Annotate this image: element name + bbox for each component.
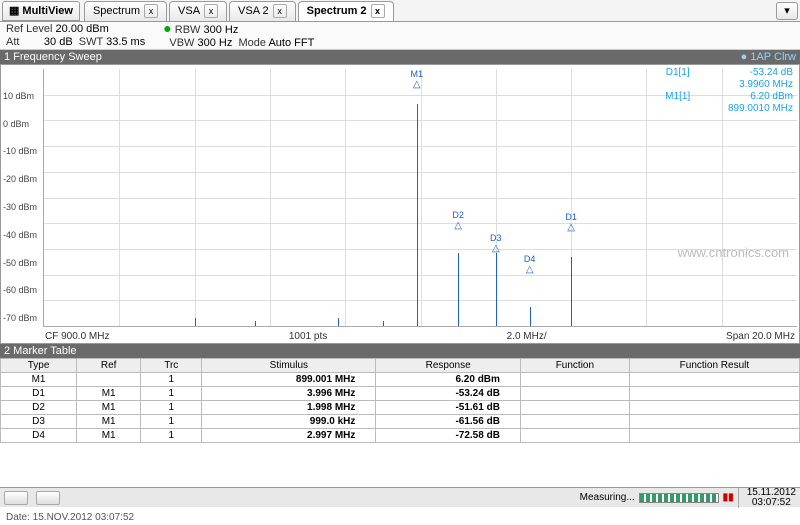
tab-label: VSA [178, 5, 200, 17]
marker-title: 2 Marker Table [4, 345, 77, 357]
readout-m1-db: 6.20 dBm [750, 91, 793, 103]
table-row[interactable]: D3M11999.0 kHz-61.56 dB [1, 415, 800, 429]
vbw-label: VBW [169, 37, 194, 49]
footer-date: Date: 15.NOV.2012 03:07:52 [6, 512, 134, 523]
col-header: Ref [77, 359, 141, 373]
close-icon[interactable]: x [204, 4, 218, 18]
multiview-label: MultiView [22, 5, 73, 17]
marker-table: TypeRefTrcStimulusResponseFunctionFuncti… [0, 358, 800, 443]
marker-header: 2 Marker Table [0, 344, 800, 358]
status-button[interactable] [36, 491, 60, 505]
spectrum-plot[interactable]: 10 dBm0 dBm-10 dBm-20 dBm-30 dBm-40 dBm-… [0, 64, 800, 344]
tab-vsa2[interactable]: VSA 2 x [229, 1, 296, 21]
swt-value: 33.5 ms [106, 36, 145, 48]
vbw-value: 300 Hz [197, 37, 232, 49]
timestamp: 15.11.2012 03:07:52 [738, 488, 796, 508]
close-icon[interactable]: x [371, 4, 385, 18]
tab-label: Spectrum 2 [307, 5, 367, 17]
tab-label: Spectrum [93, 5, 140, 17]
close-icon[interactable]: x [273, 4, 287, 18]
col-header: Response [376, 359, 521, 373]
marker-m1[interactable]: M1△ [410, 69, 423, 90]
ref-level-value: 20.00 dBm [56, 23, 109, 35]
tab-bar: ▦ MultiView Spectrum x VSA x VSA 2 x Spe… [0, 0, 800, 22]
tab-label: VSA 2 [238, 5, 269, 17]
trace-mode: ● 1AP Clrw [741, 51, 796, 63]
tab-spectrum2[interactable]: Spectrum 2 x [298, 1, 394, 21]
tab-spectrum[interactable]: Spectrum x [84, 1, 167, 21]
axis-div: 2.0 MHz/ [507, 331, 547, 342]
progress-bar [639, 493, 719, 503]
ref-level-label: Ref Level [6, 23, 52, 35]
mode-value: Auto FFT [268, 37, 314, 49]
marker-table-panel: TypeRefTrcStimulusResponseFunctionFuncti… [0, 358, 800, 443]
grid-icon: ▦ [9, 4, 19, 17]
att-value: 30 dB [44, 36, 73, 48]
axis-cf: CF 900.0 MHz [45, 331, 109, 342]
readout-d1: D1[1] [666, 67, 690, 79]
watermark: www.cntronics.com [678, 245, 789, 260]
marker-d3[interactable]: D3△ [490, 233, 502, 254]
marker-readout: D1[1] -53.24 dB 3.9960 MHz M1[1] 6.20 dB… [665, 67, 793, 115]
col-header: Trc [141, 359, 202, 373]
col-header: Function [520, 359, 629, 373]
marker-d1[interactable]: D1△ [565, 212, 577, 233]
readout-m1: M1[1] [665, 91, 690, 103]
marker-d2[interactable]: D2△ [452, 210, 464, 231]
col-header: Stimulus [202, 359, 376, 373]
status-time: 03:07:52 [747, 498, 796, 508]
sweep-header: 1 Frequency Sweep ● 1AP Clrw [0, 50, 800, 64]
readout-d1-freq: 3.9960 MHz [665, 79, 793, 91]
x-axis: CF 900.0 MHz 1001 pts 2.0 MHz/ Span 20.0… [43, 331, 797, 342]
status-dot-icon: ● [163, 20, 171, 36]
rbw-label: RBW [175, 24, 201, 36]
readout-m1-freq: 899.0010 MHz [665, 103, 793, 115]
table-row[interactable]: M11899.001 MHz6.20 dBm [1, 373, 800, 387]
axis-span: Span 20.0 MHz [726, 331, 795, 342]
status-button[interactable] [4, 491, 28, 505]
sweep-title: 1 Frequency Sweep [4, 51, 102, 63]
axis-pts: 1001 pts [289, 331, 327, 342]
info-bar: Ref Level 20.00 dBm Att 30 dB SWT 33.5 m… [0, 22, 800, 50]
readout-d1-db: -53.24 dB [750, 67, 793, 79]
tab-vsa[interactable]: VSA x [169, 1, 227, 21]
status-bar: Measuring... ▮▮ 15.11.2012 03:07:52 [0, 487, 800, 507]
col-header: Function Result [629, 359, 799, 373]
measuring-label: Measuring... [580, 492, 635, 503]
table-row[interactable]: D1M113.996 MHz-53.24 dB [1, 387, 800, 401]
close-icon[interactable]: x [144, 4, 158, 18]
mode-label: Mode [238, 37, 266, 49]
rbw-value: 300 Hz [204, 24, 239, 36]
att-label: Att [6, 36, 19, 48]
col-header: Type [1, 359, 77, 373]
flag-icon: ▮▮ [723, 492, 734, 503]
marker-d4[interactable]: D4△ [524, 254, 536, 275]
status-date: 15.11.2012 [747, 488, 796, 498]
multiview-button[interactable]: ▦ MultiView [2, 1, 80, 21]
swt-label: SWT [79, 36, 103, 48]
chevron-down-button[interactable]: ▾ [776, 2, 798, 20]
y-axis-labels: 10 dBm0 dBm-10 dBm-20 dBm-30 dBm-40 dBm-… [3, 65, 43, 343]
chevron-down-icon: ▾ [784, 4, 790, 17]
table-row[interactable]: D2M111.998 MHz-51.61 dB [1, 401, 800, 415]
table-row[interactable]: D4M112.997 MHz-72.58 dB [1, 429, 800, 443]
